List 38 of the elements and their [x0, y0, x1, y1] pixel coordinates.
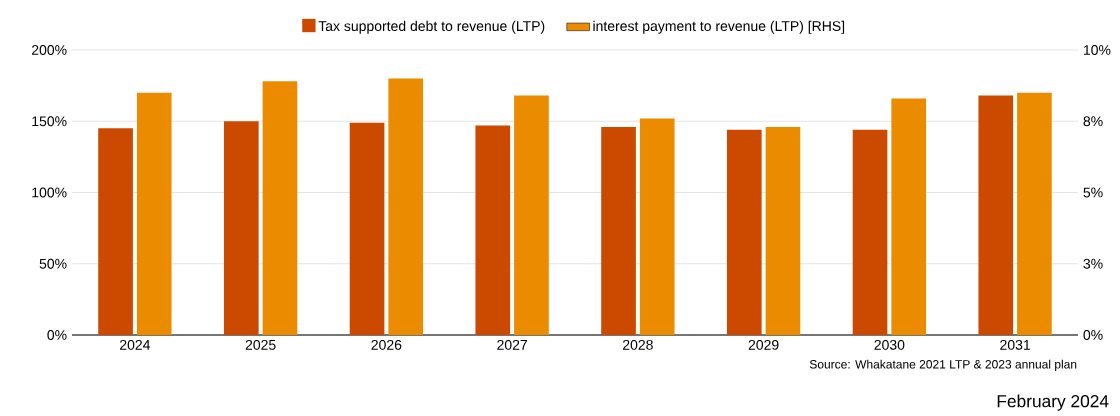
bar: [765, 126, 801, 335]
legend-label: Tax supported debt to revenue (LTP): [318, 20, 545, 34]
y2-tick-label: 10%: [1083, 45, 1111, 55]
y-tick-label: 100%: [32, 187, 67, 198]
bar: [349, 122, 385, 335]
y-tick-label: 50%: [39, 258, 67, 269]
bar: [891, 98, 927, 335]
source-note: Source: Whakatane 2021 LTP & 2023 annual plan: [809, 359, 1077, 371]
x-tick-label: 2030: [874, 339, 905, 350]
x-tick-label: 2031: [1000, 339, 1030, 350]
y-tick-label: 0%: [47, 330, 67, 340]
bar: [978, 95, 1014, 335]
bar: [475, 125, 511, 335]
bar: [136, 92, 172, 335]
bar: [1017, 92, 1052, 335]
bar: [388, 78, 424, 335]
x-tick-label: 2025: [245, 339, 276, 350]
y2-tick-label: 5%: [1083, 187, 1103, 198]
bar: [852, 129, 888, 335]
bar: [262, 81, 298, 335]
y2-tick-label: 8%: [1083, 116, 1103, 127]
y-tick-label: 150%: [32, 116, 67, 127]
bar: [514, 95, 549, 335]
text: February 2024: [997, 394, 1109, 411]
y2-tick-label: 0%: [1083, 330, 1103, 340]
x-tick-label: 2028: [623, 339, 653, 350]
legend-label: interest payment to revenue (LTP) [RHS]: [593, 20, 845, 34]
bar: [223, 121, 259, 335]
x-tick-label: 2027: [497, 339, 527, 350]
y-tick-label: 200%: [31, 45, 67, 55]
bar: [726, 129, 762, 335]
bar: [601, 126, 636, 335]
x-tick-label: 2024: [120, 339, 151, 350]
bar: [639, 118, 675, 335]
x-tick-label: 2026: [371, 339, 402, 350]
y2-tick-label: 3%: [1083, 258, 1103, 269]
bar: [98, 128, 133, 335]
x-tick-label: 2029: [748, 339, 779, 350]
